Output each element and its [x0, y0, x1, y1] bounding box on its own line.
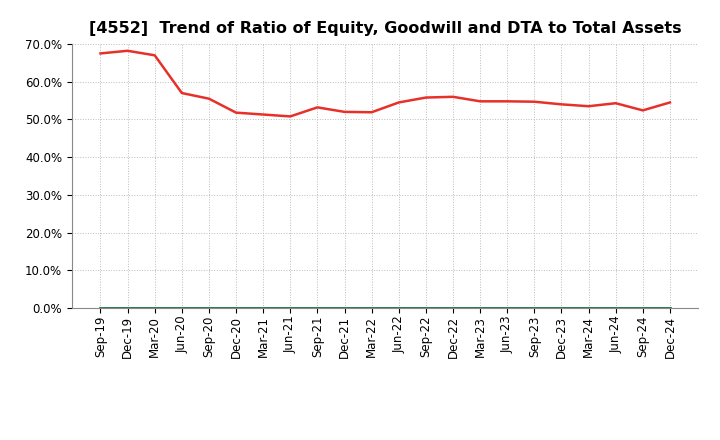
Goodwill — [367, 305, 376, 311]
Equity — [611, 101, 620, 106]
Equity — [204, 96, 213, 101]
Goodwill — [557, 305, 566, 311]
Goodwill — [395, 305, 403, 311]
Equity — [123, 48, 132, 53]
Goodwill — [530, 305, 539, 311]
Equity — [286, 114, 294, 119]
Deferred Tax Assets — [150, 305, 159, 311]
Deferred Tax Assets — [611, 305, 620, 311]
Equity — [530, 99, 539, 104]
Line: Equity: Equity — [101, 51, 670, 117]
Goodwill — [584, 305, 593, 311]
Deferred Tax Assets — [395, 305, 403, 311]
Equity — [584, 103, 593, 109]
Equity — [313, 105, 322, 110]
Deferred Tax Assets — [178, 305, 186, 311]
Deferred Tax Assets — [367, 305, 376, 311]
Equity — [367, 110, 376, 115]
Deferred Tax Assets — [421, 305, 430, 311]
Goodwill — [150, 305, 159, 311]
Equity — [557, 102, 566, 107]
Deferred Tax Assets — [313, 305, 322, 311]
Goodwill — [259, 305, 268, 311]
Equity — [178, 90, 186, 95]
Goodwill — [476, 305, 485, 311]
Deferred Tax Assets — [665, 305, 674, 311]
Deferred Tax Assets — [530, 305, 539, 311]
Deferred Tax Assets — [96, 305, 105, 311]
Equity — [259, 112, 268, 117]
Deferred Tax Assets — [557, 305, 566, 311]
Equity — [639, 108, 647, 113]
Goodwill — [421, 305, 430, 311]
Goodwill — [449, 305, 457, 311]
Equity — [449, 94, 457, 99]
Goodwill — [232, 305, 240, 311]
Deferred Tax Assets — [204, 305, 213, 311]
Goodwill — [313, 305, 322, 311]
Deferred Tax Assets — [232, 305, 240, 311]
Deferred Tax Assets — [476, 305, 485, 311]
Goodwill — [341, 305, 349, 311]
Equity — [395, 100, 403, 105]
Equity — [232, 110, 240, 115]
Equity — [476, 99, 485, 104]
Deferred Tax Assets — [123, 305, 132, 311]
Goodwill — [286, 305, 294, 311]
Goodwill — [503, 305, 511, 311]
Deferred Tax Assets — [286, 305, 294, 311]
Deferred Tax Assets — [259, 305, 268, 311]
Goodwill — [665, 305, 674, 311]
Goodwill — [639, 305, 647, 311]
Goodwill — [611, 305, 620, 311]
Equity — [96, 51, 105, 56]
Deferred Tax Assets — [584, 305, 593, 311]
Deferred Tax Assets — [639, 305, 647, 311]
Deferred Tax Assets — [449, 305, 457, 311]
Equity — [503, 99, 511, 104]
Deferred Tax Assets — [503, 305, 511, 311]
Title: [4552]  Trend of Ratio of Equity, Goodwill and DTA to Total Assets: [4552] Trend of Ratio of Equity, Goodwil… — [89, 21, 682, 36]
Goodwill — [96, 305, 105, 311]
Goodwill — [204, 305, 213, 311]
Goodwill — [123, 305, 132, 311]
Goodwill — [178, 305, 186, 311]
Equity — [421, 95, 430, 100]
Deferred Tax Assets — [341, 305, 349, 311]
Equity — [150, 53, 159, 58]
Equity — [665, 100, 674, 105]
Equity — [341, 109, 349, 114]
